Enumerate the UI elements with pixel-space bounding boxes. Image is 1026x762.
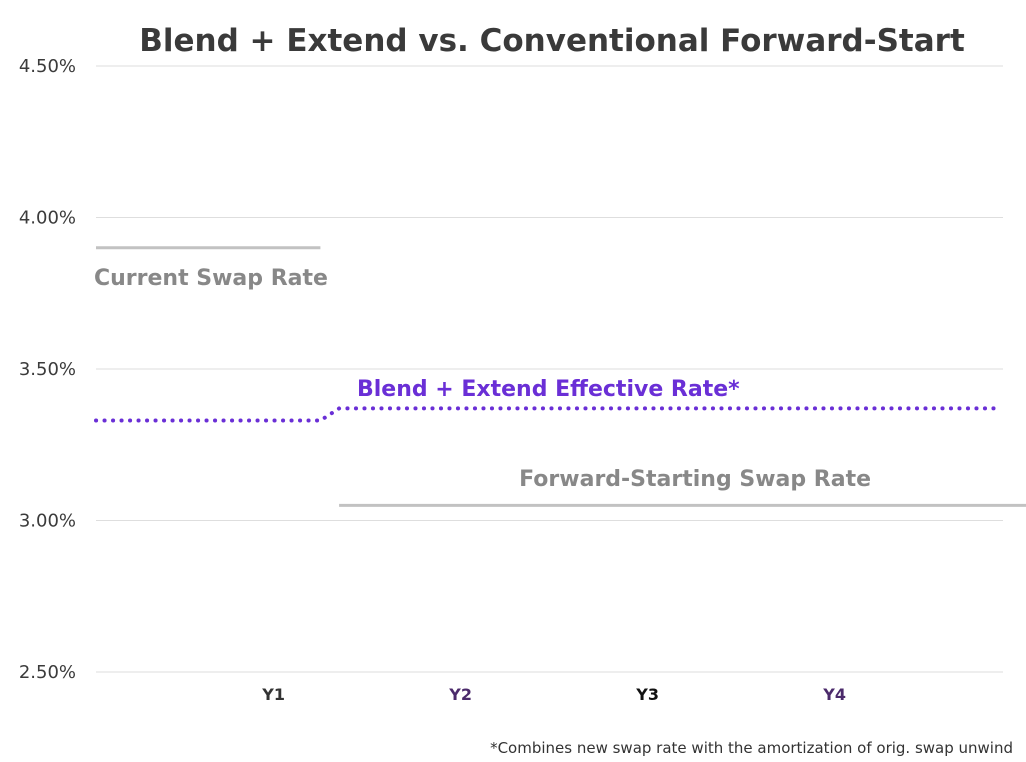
chart-footnote: *Combines new swap rate with the amortiz…	[490, 739, 1013, 757]
series-label: Blend + Extend Effective Rate*	[357, 377, 740, 402]
series-lines	[94, 246, 1026, 507]
y-tick-label: 4.00%	[19, 208, 76, 229]
y-tick-label: 4.50%	[19, 56, 76, 77]
x-tick-label: Y2	[448, 685, 472, 704]
y-tick-label: 2.50%	[19, 662, 76, 683]
x-tick-label: Y1	[261, 685, 285, 704]
y-tick-label: 3.50%	[19, 359, 76, 380]
x-tick-label: Y3	[635, 685, 659, 704]
series-label: Current Swap Rate	[94, 266, 328, 291]
grid-lines	[96, 65, 1003, 673]
series-line	[94, 406, 996, 423]
chart-title: Blend + Extend vs. Conventional Forward-…	[139, 23, 965, 59]
y-axis-ticks: 2.50% 3.00% 3.50% 4.00% 4.50%	[19, 56, 76, 683]
series-labels: Current Swap Rate Blend + Extend Effectiv…	[94, 266, 871, 492]
x-tick-label: Y4	[822, 685, 846, 704]
x-axis-ticks: Y1 Y2 Y3 Y4	[261, 685, 846, 704]
y-tick-label: 3.00%	[19, 511, 76, 532]
series-label: Forward-Starting Swap Rate	[519, 467, 871, 492]
